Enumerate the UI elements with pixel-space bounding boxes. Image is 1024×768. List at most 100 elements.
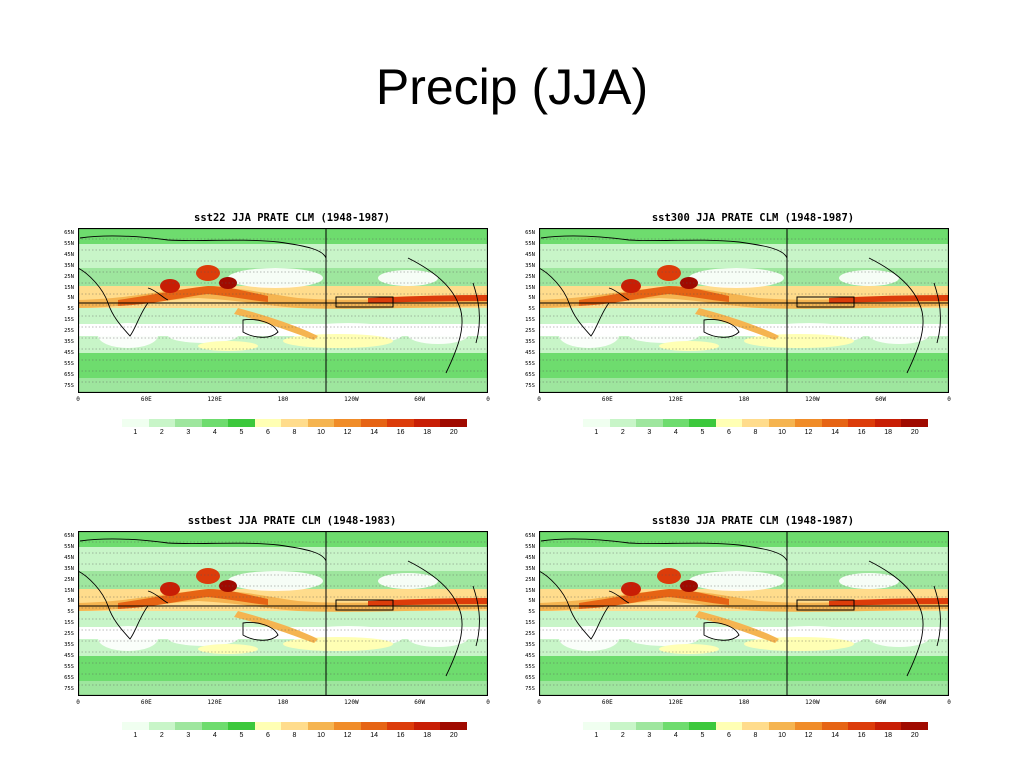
colorbar-tick-label: 5 xyxy=(239,429,244,436)
lat-tick-label: 5N xyxy=(67,295,74,302)
colorbar-tick-label: 10 xyxy=(778,429,786,436)
colorbar-segment xyxy=(742,419,769,427)
colorbar-labels: 1 2 3 4 5 6 8 10 12 14 16 18 20 xyxy=(583,429,928,439)
colorbar-tick-label: 2 xyxy=(159,732,164,739)
panel-title: sstbest JJA PRATE CLM (1948-1983) xyxy=(187,515,397,527)
colorbar-segment xyxy=(254,419,282,427)
colorbar-tick-label: 8 xyxy=(753,732,758,739)
lat-tick-label: 65N xyxy=(525,533,535,539)
lon-tick-label: 60E xyxy=(601,396,613,403)
lon-tick-label: 120W xyxy=(344,396,359,403)
colorbar-tick-label: 18 xyxy=(423,429,432,436)
lat-tick-label: 35S xyxy=(64,339,74,345)
lon-tick-label: 0 xyxy=(76,699,80,706)
lon-tick-label: 180 xyxy=(277,699,289,706)
colorbar-segment xyxy=(201,722,229,730)
colorbar-tick-label: 1 xyxy=(133,732,138,739)
colorbar-segment xyxy=(307,722,335,730)
lon-tick-label: 0 xyxy=(537,699,541,706)
map-canvas xyxy=(78,531,488,696)
lat-tick-label: 45N xyxy=(64,251,74,258)
colorbar-tick-label: 20 xyxy=(910,732,919,739)
colorbar-segment xyxy=(636,722,663,730)
lat-tick-label: 15S xyxy=(64,317,74,324)
colorbar-segment xyxy=(148,419,176,427)
lat-tick-label: 75S xyxy=(525,685,535,692)
colorbar-segment xyxy=(874,722,902,730)
colorbar-tick-label: 20 xyxy=(449,429,458,436)
lat-tick-label: 25N xyxy=(525,576,535,583)
lat-tick-label: 45S xyxy=(64,349,74,356)
colorbar-tick-label: 1 xyxy=(133,429,138,436)
colorbar-tick-label: 4 xyxy=(673,732,678,739)
colorbar-segment xyxy=(874,419,902,427)
colorbar xyxy=(122,419,467,427)
colorbar-tick-label: 8 xyxy=(753,429,758,436)
map-panel-sst22: sst22 JJA PRATE CLM (1948-1987) 65N 55N 45… xyxy=(42,212,492,457)
lat-tick-label: 15N xyxy=(64,587,74,594)
lon-tick-label: 60E xyxy=(601,699,613,706)
panel-title: sst22 JJA PRATE CLM (1948-1987) xyxy=(194,212,390,224)
lat-tick-label: 15S xyxy=(525,620,535,627)
lat-tick-label: 45S xyxy=(525,652,535,659)
lon-tick-label: 0 xyxy=(947,699,951,706)
lat-tick-label: 35S xyxy=(525,642,535,648)
colorbar-tick-label: 14 xyxy=(831,429,840,436)
lat-tick-label: 35N xyxy=(525,565,535,572)
lon-tick-label: 180 xyxy=(277,396,289,403)
colorbar-tick-label: 16 xyxy=(857,732,866,739)
colorbar-segment xyxy=(122,722,149,730)
lon-tick-label: 180 xyxy=(738,699,750,706)
colorbar-tick-label: 10 xyxy=(317,429,325,436)
lat-tick-label: 45N xyxy=(525,554,535,561)
lat-tick-label: 55S xyxy=(525,663,535,670)
lat-tick-label: 45S xyxy=(64,652,74,659)
lat-tick-label: 5N xyxy=(528,598,535,605)
colorbar-tick-label: 3 xyxy=(186,732,191,739)
lon-tick-label: 60W xyxy=(875,396,887,403)
colorbar-tick-label: 10 xyxy=(778,732,786,739)
lat-tick-label: 75S xyxy=(64,685,74,692)
lat-tick-label: 15N xyxy=(525,284,535,291)
precip-map: 65N 55N 45N 35N 25N 15N 5N 5S 15S 25S 35S 45S 55S 65S… xyxy=(525,531,951,706)
lat-tick-label: 25S xyxy=(64,328,74,335)
lat-tick-label: 25N xyxy=(525,273,535,280)
colorbar-segment xyxy=(175,419,202,427)
colorbar-segment xyxy=(281,419,308,427)
colorbar-labels: 1 2 3 4 5 6 8 10 12 14 16 18 20 xyxy=(122,732,467,742)
lon-tick-label: 120E xyxy=(668,396,683,403)
lat-tick-label: 65N xyxy=(525,230,535,236)
lon-tick-label: 60W xyxy=(414,699,426,706)
colorbar-tick-label: 2 xyxy=(620,732,625,739)
lat-tick-label: 65S xyxy=(64,371,74,378)
colorbar-labels: 1 2 3 4 5 6 8 10 12 14 16 18 20 xyxy=(583,732,928,742)
colorbar-segment xyxy=(413,419,441,427)
colorbar-segment xyxy=(689,722,716,730)
map-canvas xyxy=(539,531,949,696)
colorbar-tick-label: 8 xyxy=(292,732,297,739)
colorbar-segment xyxy=(583,722,610,730)
colorbar-tick-label: 18 xyxy=(884,732,893,739)
colorbar-tick-label: 18 xyxy=(884,429,893,436)
lat-tick-label: 25N xyxy=(64,576,74,583)
lon-tick-label: 120W xyxy=(805,396,820,403)
colorbar-segment xyxy=(387,419,414,427)
lat-tick-label: 55N xyxy=(64,240,74,247)
colorbar-tick-label: 1 xyxy=(594,732,599,739)
lon-tick-label: 60E xyxy=(140,699,152,706)
colorbar-tick-label: 6 xyxy=(266,429,270,436)
colorbar-segment xyxy=(440,419,467,427)
lat-tick-label: 75S xyxy=(525,382,535,389)
colorbar-segment xyxy=(768,419,796,427)
lat-tick-label: 25N xyxy=(64,273,74,280)
colorbar-tick-label: 18 xyxy=(423,732,432,739)
colorbar-tick-label: 4 xyxy=(212,429,217,436)
colorbar-segment xyxy=(609,722,637,730)
lat-tick-label: 45N xyxy=(64,554,74,561)
lat-tick-label: 35N xyxy=(64,262,74,269)
colorbar-tick-label: 12 xyxy=(804,732,813,739)
colorbar-tick-label: 3 xyxy=(647,429,652,436)
colorbar-tick-label: 12 xyxy=(343,429,352,436)
colorbar-segment xyxy=(122,419,149,427)
lat-tick-label: 55N xyxy=(64,543,74,550)
